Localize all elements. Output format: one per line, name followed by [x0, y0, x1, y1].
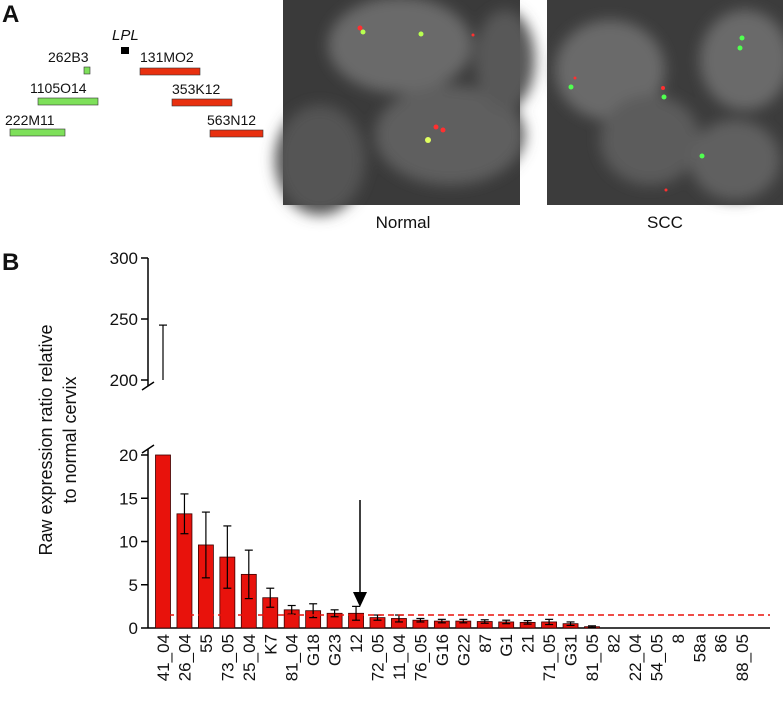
panel-letter: B	[2, 249, 19, 276]
clone-label: 1105O14	[30, 80, 87, 96]
x-tick-label: G23	[326, 634, 345, 666]
axis-break	[141, 444, 155, 454]
x-tick-label: 81_05	[583, 634, 602, 681]
x-tick-label: 71_05	[540, 634, 559, 681]
x-tick-label: 81_04	[283, 634, 302, 681]
x-tick-label: 54_05	[647, 634, 666, 681]
clone-bar	[83, 66, 91, 75]
x-tick-label: G22	[454, 634, 473, 666]
x-tick-label: 8	[669, 634, 688, 643]
clone-label: 262B3	[48, 49, 89, 65]
panel-letter: A	[2, 1, 19, 28]
clone-label: 131MO2	[140, 49, 194, 65]
y-tick-label: 250	[110, 310, 138, 329]
x-tick-label: 82	[604, 634, 623, 653]
clone-bar	[209, 129, 264, 138]
y-tick-label: 300	[110, 249, 138, 268]
x-tick-label: 22_04	[626, 634, 645, 681]
x-tick-label: 25_04	[240, 634, 259, 681]
x-tick-label: 58a	[690, 633, 709, 662]
clone-map: 262B3 131MO2 1105O14 353K12 222M11 563N12	[5, 49, 264, 138]
y-tick-label: 5	[129, 576, 138, 595]
x-tick-label: G1	[497, 634, 516, 657]
plot: 0 5 10 15 20 200 250 300 41_04 26_04 55 73_05 25_04 K…	[110, 249, 770, 681]
y-tick-label: 200	[110, 371, 138, 390]
y-tick-label: 15	[119, 489, 138, 508]
x-tick-label: 72_05	[369, 634, 388, 681]
x-tick-label: 12	[347, 634, 366, 653]
annotation-arrowhead	[353, 592, 367, 607]
x-tick-label: 41_04	[154, 634, 173, 681]
y-axis-title-line: Raw expression ratio relative	[36, 324, 56, 555]
axis-break	[141, 381, 155, 391]
y-tick-label: 10	[119, 533, 138, 552]
clone-label: 222M11	[5, 112, 55, 128]
x-tick-label: 88_05	[733, 634, 752, 681]
clone-label: 353K12	[172, 81, 220, 97]
x-tick-label: 76_05	[411, 634, 430, 681]
clone-bar	[171, 98, 233, 107]
gene-label: LPL	[112, 27, 139, 44]
x-tick-label: 11_04	[390, 634, 409, 680]
gene-marker	[121, 47, 129, 54]
x-tick-label: K7	[261, 634, 280, 655]
x-tick-label: G18	[304, 634, 323, 666]
y-tick-label: 0	[129, 619, 138, 638]
y-tick-label: 20	[119, 446, 138, 465]
image-caption: SCC	[647, 213, 683, 232]
bar	[155, 454, 171, 629]
x-tick-label: 21	[519, 634, 538, 653]
clone-bar	[9, 128, 66, 137]
x-tick-label: G31	[562, 634, 581, 666]
y-axis-title: Raw expression ratio relative to normal …	[36, 324, 80, 555]
clone-label: 563N12	[207, 112, 256, 128]
x-tick-label: 26_04	[175, 634, 194, 681]
y-axis-title-line: to normal cervix	[60, 376, 80, 503]
micrograph-scc	[547, 0, 783, 205]
x-tick-label: 87	[476, 634, 495, 653]
x-tick-label: 86	[712, 634, 731, 653]
micrograph-normal	[275, 0, 535, 215]
image-caption: Normal	[376, 213, 431, 232]
clone-bar	[139, 67, 201, 76]
x-tick-label: 55	[197, 634, 216, 653]
x-tick-label: G16	[433, 634, 452, 666]
clone-bar	[37, 97, 99, 106]
x-tick-label: 73_05	[218, 634, 237, 681]
